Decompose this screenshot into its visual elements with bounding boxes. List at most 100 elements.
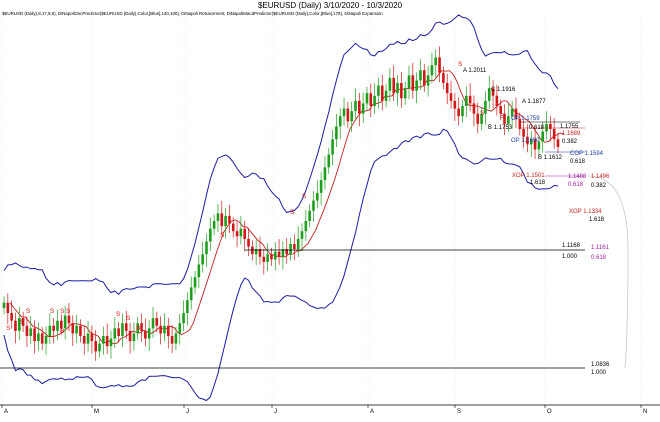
candle-body xyxy=(400,83,403,99)
month-tick-label: A xyxy=(370,409,374,415)
candle-body xyxy=(121,323,124,336)
candle-body xyxy=(56,320,59,331)
indicator-legend: $EURUSD (Daily),8,17,9,5), DiNapoliOscPr… xyxy=(2,11,383,16)
annotation-label: 0.382 xyxy=(562,139,578,145)
candle-body xyxy=(205,241,208,255)
annotation-label: XOP 1.1501 xyxy=(512,173,545,179)
candle-body xyxy=(377,85,380,96)
annotation-label: OP 1.1690 xyxy=(511,138,540,144)
candle-body xyxy=(312,200,315,211)
candle-body xyxy=(262,256,266,262)
candle-body xyxy=(388,77,392,91)
annotation-label: B 1.1753 xyxy=(488,125,513,131)
candle-body xyxy=(136,323,140,334)
candle-body xyxy=(537,141,541,150)
candle-body xyxy=(461,106,464,117)
candle-body xyxy=(487,88,491,101)
candle-body xyxy=(369,93,373,106)
candle-body xyxy=(533,139,537,150)
candle-body xyxy=(449,93,453,101)
candle-body xyxy=(495,95,499,106)
candle-body xyxy=(124,323,128,331)
chart-title: $EURUSD (Daily) 3/10/2020 - 10/3/2020 xyxy=(257,1,403,10)
candle-body xyxy=(201,254,204,265)
candle-body xyxy=(365,93,369,104)
candle-body xyxy=(178,323,182,334)
candle-body xyxy=(216,213,220,221)
candle-body xyxy=(384,90,388,101)
candle-body xyxy=(438,57,441,73)
candle-body xyxy=(503,113,506,124)
candle-body xyxy=(109,338,113,347)
candle-body xyxy=(419,70,422,81)
candle-body xyxy=(40,333,44,344)
candle-body xyxy=(556,139,560,147)
candle-body xyxy=(380,85,384,101)
candle-body xyxy=(186,300,189,313)
candle-body xyxy=(220,213,224,227)
swing-mark: S xyxy=(6,325,11,332)
candle-body xyxy=(147,328,151,339)
candle-body xyxy=(407,75,411,89)
candle-body xyxy=(327,154,331,168)
candle-body xyxy=(422,70,426,86)
candle-body xyxy=(98,343,101,352)
swing-mark: S xyxy=(50,308,55,315)
candle-body xyxy=(354,100,357,112)
annotation-label: 1.000 xyxy=(562,254,578,260)
candle-body xyxy=(151,318,155,329)
candle-body xyxy=(457,108,460,117)
candle-body xyxy=(60,320,63,329)
candle-body xyxy=(403,88,407,99)
candle-body xyxy=(37,333,40,342)
candle-body xyxy=(518,118,522,129)
annotation-label: 0.382 xyxy=(591,183,607,189)
annotation-label: 1.0836 xyxy=(591,362,610,368)
candle-body xyxy=(189,287,193,301)
candle-body xyxy=(231,223,235,232)
swing-mark: B xyxy=(136,325,140,332)
candle-body xyxy=(140,323,143,331)
annotation-label: 1.1488 xyxy=(568,174,587,180)
candle-body xyxy=(549,123,552,129)
candle-body xyxy=(128,330,132,342)
candle-body xyxy=(10,313,13,321)
grid xyxy=(1,14,642,405)
upper-band xyxy=(3,14,559,296)
candles xyxy=(2,46,560,361)
candle-body xyxy=(86,333,90,344)
lower-band xyxy=(3,128,559,402)
candle-body xyxy=(105,336,109,347)
swing-mark: S xyxy=(116,311,121,318)
candle-body xyxy=(346,108,350,122)
candle-body xyxy=(491,88,495,96)
candle-body xyxy=(90,333,94,342)
month-tick-label: O xyxy=(547,409,552,415)
candle-body xyxy=(6,302,10,313)
candle-body xyxy=(17,318,21,331)
candle-body xyxy=(14,320,17,331)
candle-body xyxy=(197,264,201,278)
candle-body xyxy=(247,238,250,247)
annotation-label: 0.618 xyxy=(591,255,607,261)
candle-body xyxy=(258,249,262,257)
month-tick-label: N xyxy=(643,409,647,415)
swing-mark: S xyxy=(480,110,485,117)
candle-body xyxy=(266,254,269,262)
candle-body xyxy=(392,77,396,94)
candle-body xyxy=(209,228,212,242)
candle-body xyxy=(235,231,239,237)
candle-body xyxy=(430,65,434,76)
candle-body xyxy=(335,126,338,140)
swing-mark: S xyxy=(20,319,25,326)
candle-body xyxy=(2,302,6,308)
candle-body xyxy=(415,80,418,91)
candle-body xyxy=(273,251,277,260)
swing-mark: S xyxy=(302,193,307,200)
candle-body xyxy=(132,333,136,342)
candle-body xyxy=(315,192,319,201)
candle-body xyxy=(182,313,185,324)
swing-mark: S xyxy=(26,308,31,315)
